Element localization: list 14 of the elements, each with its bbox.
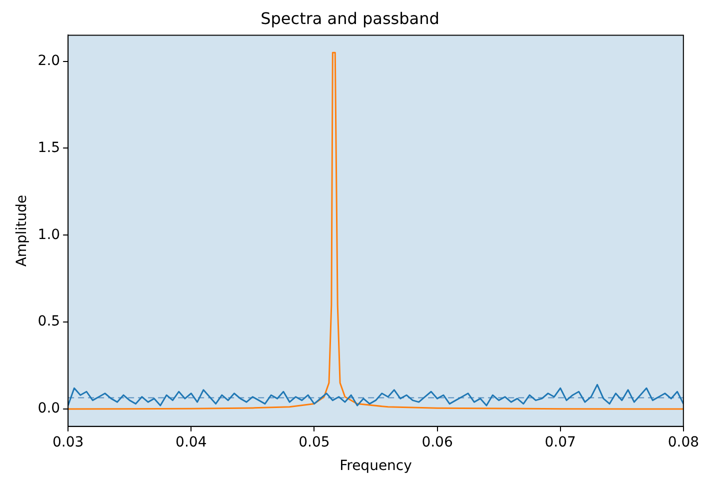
x-axis-title: Frequency: [340, 458, 412, 474]
y-tick-label: 0.5: [38, 314, 60, 330]
chart-title: Spectra and passband: [260, 8, 440, 28]
y-tick-label: 2.0: [38, 52, 60, 69]
x-tick-label: 0.07: [544, 434, 576, 450]
x-tick-label: 0.08: [668, 434, 699, 450]
x-tick-label: 0.06: [422, 434, 453, 450]
x-tick-label: 0.03: [52, 434, 84, 450]
x-tick-label: 0.05: [298, 434, 330, 450]
y-axis-title: Amplitude: [14, 194, 30, 267]
y-tick-label: 1.5: [38, 140, 60, 156]
y-tick-label: 1.0: [38, 226, 60, 243]
x-tick-label: 0.04: [176, 434, 207, 450]
y-tick-label: 0.0: [38, 400, 60, 417]
